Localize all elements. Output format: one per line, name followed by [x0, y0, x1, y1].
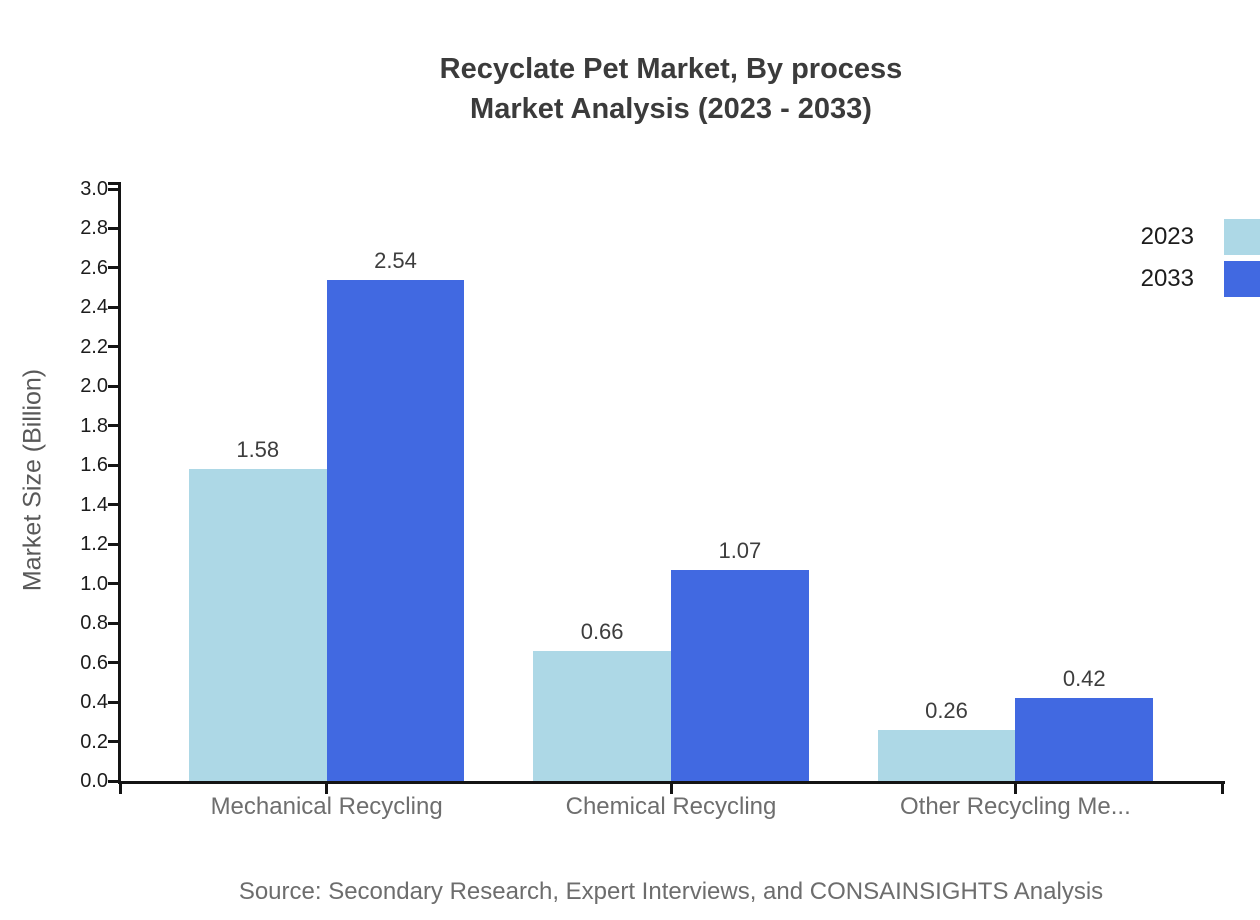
y-tick-label: 0.6 — [80, 651, 108, 674]
y-tick — [108, 700, 118, 704]
legend-label: 2023 — [1140, 223, 1194, 250]
y-tick — [108, 779, 118, 783]
y-tick — [108, 424, 118, 428]
y-tick — [108, 187, 118, 191]
x-tick — [325, 781, 329, 794]
x-tick — [1220, 781, 1224, 794]
bar-value-label: 0.26 — [925, 697, 968, 723]
y-tick — [108, 463, 118, 467]
y-axis-line — [118, 182, 121, 784]
y-tick-label: 0.4 — [80, 691, 108, 714]
y-tick-label: 0.0 — [80, 770, 108, 792]
legend-swatch-2023 — [1224, 219, 1260, 255]
y-tick-label: 2.0 — [80, 375, 108, 398]
y-tick — [108, 740, 118, 744]
y-tick-label: 2.6 — [80, 256, 108, 279]
y-tick — [108, 266, 118, 270]
bar-value-label: 1.07 — [718, 537, 762, 563]
y-tick-label: 2.8 — [80, 217, 108, 240]
legend: 2023 2033 — [1141, 219, 1260, 297]
y-tick — [108, 542, 118, 546]
chart-title: Recyclate Pet Market, By process Market … — [120, 49, 1222, 129]
bar-value-label: 2.54 — [374, 247, 417, 273]
y-tick — [108, 305, 118, 309]
chart-title-line-1: Recyclate Pet Market, By process — [439, 53, 903, 85]
x-tick — [1013, 781, 1017, 794]
y-tick — [108, 503, 118, 507]
legend-swatch-2033 — [1224, 261, 1260, 297]
x-tick — [118, 781, 122, 794]
y-tick — [108, 621, 118, 625]
bar-2023-mechanical-recycling — [188, 469, 327, 781]
y-tick — [108, 661, 118, 665]
bar-value-label: 1.58 — [236, 437, 280, 463]
y-axis-end-tick — [108, 182, 118, 185]
bar-value-label: 0.66 — [580, 618, 624, 644]
source-note: Source: Secondary Research, Expert Inter… — [238, 878, 1104, 905]
x-tick — [669, 781, 673, 794]
bar-value-label: 0.42 — [1062, 666, 1106, 692]
legend-label: 2033 — [1140, 265, 1194, 292]
legend-item-2023: 2023 — [1141, 219, 1260, 255]
y-tick-label: 1.8 — [80, 414, 108, 437]
bar-2033-other-recycling-me — [1015, 698, 1154, 781]
y-tick — [108, 226, 118, 230]
x-category-label: Other Recycling Me... — [900, 793, 1131, 820]
y-tick-label: 1.2 — [80, 533, 108, 556]
y-tick-label: 1.6 — [80, 454, 108, 477]
y-tick-label: 2.2 — [80, 335, 108, 358]
y-tick-label: 0.8 — [80, 612, 108, 635]
x-category-label: Chemical Recycling — [565, 793, 777, 820]
y-tick-label: 3.0 — [80, 178, 108, 200]
bar-2033-chemical-recycling — [671, 569, 809, 781]
y-tick-label: 0.2 — [80, 730, 108, 753]
legend-item-2033: 2033 — [1141, 261, 1260, 297]
y-tick — [108, 345, 118, 349]
y-tick — [108, 384, 118, 388]
bar-2023-other-recycling-me — [877, 729, 1016, 781]
chart-title-line-2: Market Analysis (2023 - 2033) — [470, 93, 872, 125]
x-category-label: Mechanical Recycling — [210, 793, 443, 820]
bar-2033-mechanical-recycling — [326, 279, 465, 781]
bar-2023-chemical-recycling — [533, 650, 671, 781]
y-tick-label: 1.4 — [80, 493, 108, 516]
y-tick-label: 2.4 — [80, 296, 108, 319]
y-tick-label: 1.0 — [80, 572, 108, 595]
y-tick — [108, 582, 118, 586]
